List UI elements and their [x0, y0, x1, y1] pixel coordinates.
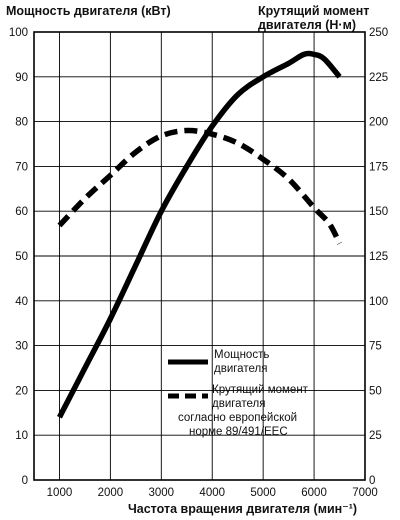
legend: Мощность двигателя Крутящий момент двига… — [168, 349, 309, 438]
legend-label-torque-line-3: согласно европейской — [178, 412, 297, 424]
series-group — [57, 50, 343, 419]
left-axis-title: Мощность двигателя (кВт) — [6, 4, 171, 18]
x-tick-label: 3000 — [149, 487, 175, 499]
y-right-tick-label: 150 — [369, 206, 388, 218]
y-right-tick-label: 225 — [369, 72, 388, 84]
y-right-tick-label: 25 — [369, 430, 382, 442]
x-tick-label: 6000 — [301, 487, 327, 499]
x-tick-label: 1000 — [47, 487, 73, 499]
plot-frame — [33, 31, 366, 481]
y-left-tick-label: 50 — [15, 251, 28, 263]
x-tick-label: 7000 — [352, 487, 378, 499]
y-left-tick-label: 80 — [15, 117, 28, 129]
y-right-tick-label: 0 — [369, 475, 375, 487]
x-tick-label: 2000 — [98, 487, 124, 499]
y-right-tick-label: 175 — [369, 161, 388, 173]
x-axis-title: Частота вращения двигателя (мин⁻¹) — [128, 502, 357, 516]
y-left-tick-label: 0 — [22, 475, 28, 487]
y-right-tick-label: 100 — [369, 296, 388, 308]
y-left-tick-label: 100 — [9, 27, 28, 39]
torque-series-line — [57, 127, 343, 245]
y-left-tick-label: 90 — [15, 72, 28, 84]
y-right-tick-label: 50 — [369, 385, 382, 397]
legend-label-power-line-1: Мощность — [214, 349, 269, 361]
x-axis-ticks: 1000 2000 3000 4000 5000 6000 7000 — [47, 487, 378, 499]
power-series-line — [57, 50, 342, 419]
right-axis-title-line-2: двигателя (Н·м) — [258, 18, 356, 32]
y-left-tick-label: 60 — [15, 206, 28, 218]
x-tick-label: 4000 — [199, 487, 225, 499]
y-right-tick-label: 200 — [369, 117, 388, 129]
y-left-tick-label: 40 — [15, 296, 28, 308]
y-right-tick-label: 75 — [369, 341, 382, 353]
legend-label-torque-line-1: Крутящий момент — [212, 384, 309, 396]
y-right-tick-label: 125 — [369, 251, 388, 263]
legend-label-torque-line-4: норме 89/491/EEC — [189, 426, 288, 438]
y-left-tick-label: 30 — [15, 341, 28, 353]
legend-label-torque-line-2: двигателя — [212, 398, 265, 410]
legend-label-power-line-2: двигателя — [214, 363, 267, 375]
y-right-tick-label: 250 — [369, 27, 388, 39]
right-axis-title-line-1: Крутящий момент — [258, 4, 369, 18]
x-tick-label: 5000 — [250, 487, 276, 499]
y-left-tick-label: 20 — [15, 385, 28, 397]
left-axis-ticks: 0 10 20 30 40 50 60 70 80 90 100 — [9, 27, 28, 487]
y-left-tick-label: 70 — [15, 161, 28, 173]
y-left-tick-label: 10 — [15, 430, 28, 442]
right-axis-ticks: 0 25 50 75 100 125 150 175 200 225 250 — [369, 27, 388, 487]
